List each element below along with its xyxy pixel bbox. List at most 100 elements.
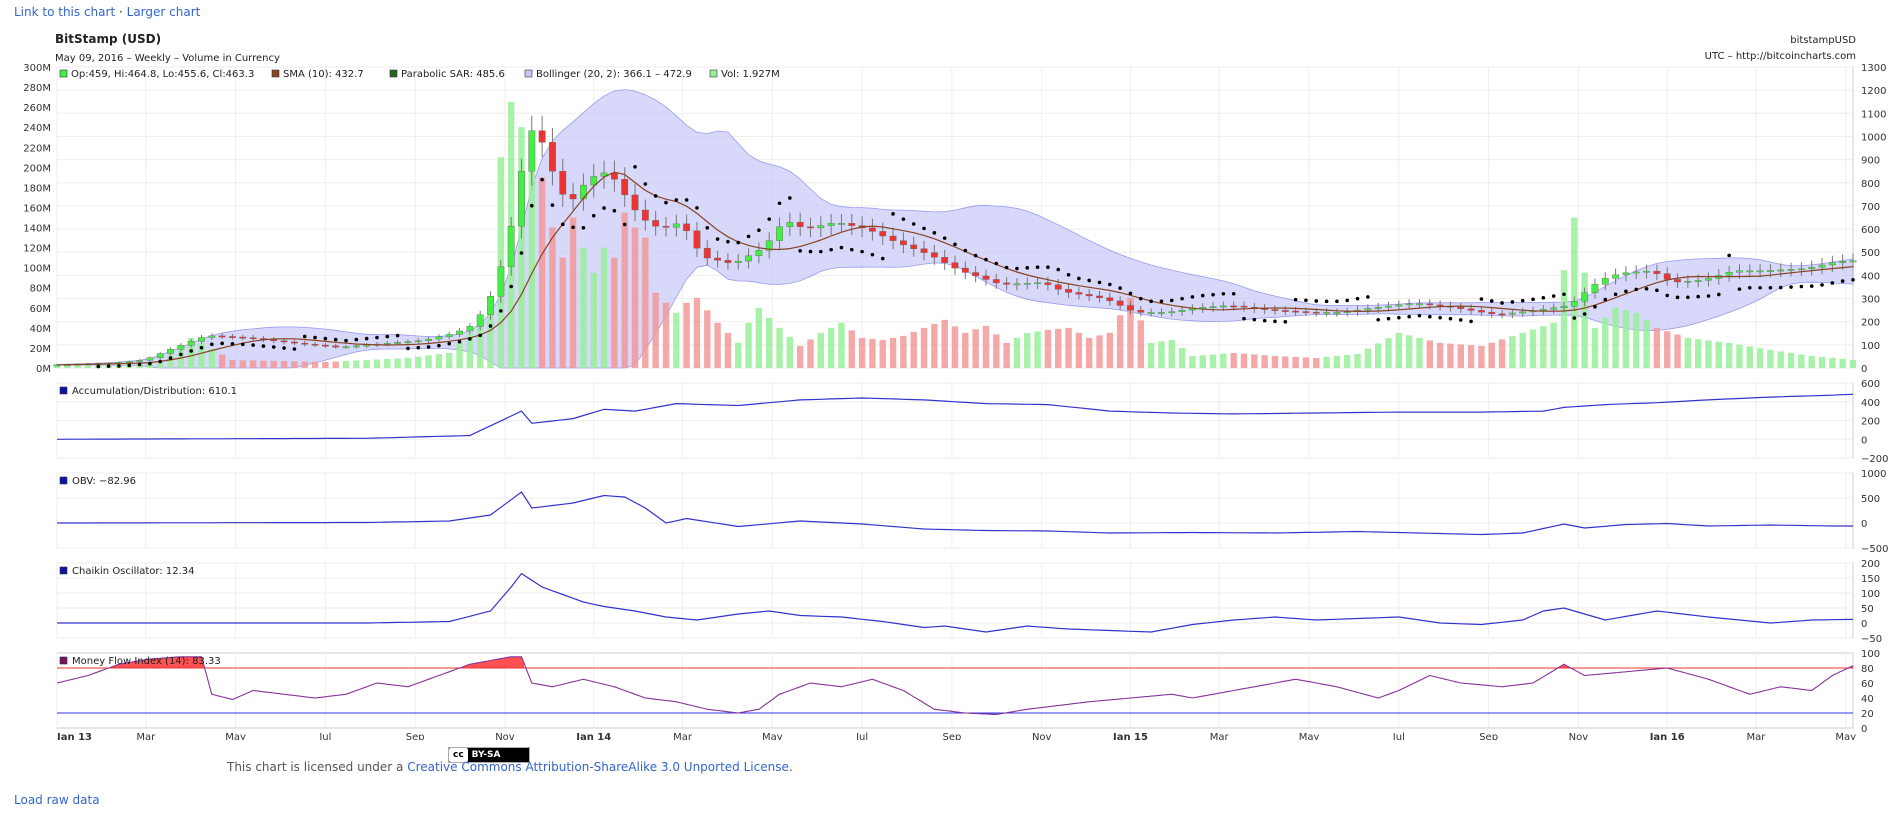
volume-bar xyxy=(280,361,288,368)
sar-dot xyxy=(447,341,452,346)
volume-bar xyxy=(1705,340,1712,368)
chart-layers: 0100200300400500600700800900100011001200… xyxy=(23,63,1888,740)
candle-body xyxy=(208,335,216,338)
volume-bar xyxy=(1694,339,1702,368)
sar-dot xyxy=(1603,297,1608,302)
volume-bar xyxy=(167,354,174,368)
legend-ohlc: Op:459, Hi:464.8, Lo:455.6, Cl:463.3 xyxy=(71,69,254,80)
cc-license-badge[interactable]: cc BY-SA xyxy=(448,747,530,763)
candle-body xyxy=(641,209,649,221)
candle-body xyxy=(1818,264,1826,268)
candle-body xyxy=(1426,303,1434,306)
volume-bar xyxy=(1736,344,1743,368)
volume-bar xyxy=(1209,354,1217,368)
candle-body xyxy=(321,344,329,347)
sar-dot xyxy=(261,344,266,348)
obv-tick-label: 0 xyxy=(1861,519,1867,530)
legend-sma: SMA (10): 432.7 xyxy=(283,69,364,80)
candle-body xyxy=(1436,304,1444,307)
sar-dot xyxy=(715,237,720,241)
candle-body xyxy=(239,336,247,339)
sar-dot xyxy=(499,309,503,313)
candle-body xyxy=(342,346,350,349)
volume-bar xyxy=(456,342,463,368)
candle-body xyxy=(590,176,598,186)
sar-dot xyxy=(901,217,906,221)
candle-body xyxy=(1147,312,1155,314)
volume-bar xyxy=(817,332,825,368)
sar-dot xyxy=(777,201,782,206)
obv-legend-swatch xyxy=(59,476,68,485)
mfi-threshold-fill xyxy=(1558,664,1570,668)
candle-body xyxy=(1075,292,1083,295)
sar-dot xyxy=(602,206,606,210)
volume-bar xyxy=(869,338,876,368)
sar-dot xyxy=(1046,265,1050,269)
candle-body xyxy=(745,255,752,262)
sar-dot xyxy=(530,203,534,208)
sar-dot xyxy=(1469,319,1473,324)
license-link[interactable]: Creative Commons Attribution-ShareAlike … xyxy=(407,760,789,774)
candle-body xyxy=(1767,270,1774,272)
volume-bar xyxy=(311,361,319,368)
volume-bar xyxy=(611,257,618,368)
candle-body xyxy=(136,360,143,362)
volume-bar xyxy=(1230,352,1237,368)
volume-bar xyxy=(838,322,845,368)
candle-body xyxy=(1127,305,1134,311)
sar-dot xyxy=(1407,314,1411,319)
sar-dot xyxy=(271,345,276,349)
load-raw-data-link[interactable]: Load raw data xyxy=(14,793,100,807)
volume-bar xyxy=(425,355,432,368)
link-to-chart[interactable]: Link to this chart xyxy=(14,5,116,19)
sar-dot xyxy=(1768,285,1773,290)
sar-dot xyxy=(406,346,410,351)
sar-dot xyxy=(1479,297,1484,301)
candle-body xyxy=(1787,269,1795,271)
volume-bar xyxy=(590,272,597,368)
sar-dot xyxy=(664,200,668,205)
candle-body xyxy=(1323,312,1330,314)
volume-bar xyxy=(1591,327,1599,368)
sar-dot xyxy=(1448,316,1453,321)
price-tick-label: 300 xyxy=(1861,295,1880,306)
sar-dot xyxy=(1562,292,1566,297)
volume-bar xyxy=(755,307,763,368)
sar-dot xyxy=(1015,266,1019,271)
candle-body xyxy=(683,223,691,232)
x-tick-label: Jul xyxy=(855,732,868,740)
candle-body xyxy=(487,296,494,315)
sar-dot xyxy=(1500,301,1504,305)
sar-dot xyxy=(1035,265,1040,269)
sar-dot xyxy=(870,252,875,257)
candle-body xyxy=(1312,311,1320,314)
price-tick-label: 900 xyxy=(1861,156,1880,167)
chaikin-tick-label: 150 xyxy=(1861,574,1880,585)
sar-dot xyxy=(1190,295,1195,299)
candle-body xyxy=(569,194,577,200)
volume-bar xyxy=(807,339,814,368)
volume-bar xyxy=(384,358,391,368)
sar-dot xyxy=(344,338,348,343)
volume-bar xyxy=(1436,342,1444,368)
sar-dot xyxy=(1335,299,1339,304)
sar-dot xyxy=(1696,294,1700,299)
candle-body xyxy=(765,240,773,251)
panel-frame-mfi xyxy=(56,652,1854,729)
panel-frame-obv xyxy=(56,472,1854,549)
candle-body xyxy=(156,353,164,358)
sar-dot xyxy=(1717,292,1721,297)
volume-bar xyxy=(1096,335,1103,368)
legend-vol: Vol: 1.927M xyxy=(721,69,780,80)
candle-body xyxy=(1467,308,1475,311)
volume-bar xyxy=(198,343,205,368)
sar-dot xyxy=(1572,316,1577,320)
larger-chart-link[interactable]: Larger chart xyxy=(126,5,201,19)
volume-bar xyxy=(776,327,783,368)
volume-bar xyxy=(1044,329,1052,368)
candle-body xyxy=(703,247,711,259)
volume-bar xyxy=(1137,320,1144,368)
volume-bar xyxy=(1302,357,1310,368)
candle-body xyxy=(146,357,154,361)
candle-body xyxy=(549,142,556,172)
